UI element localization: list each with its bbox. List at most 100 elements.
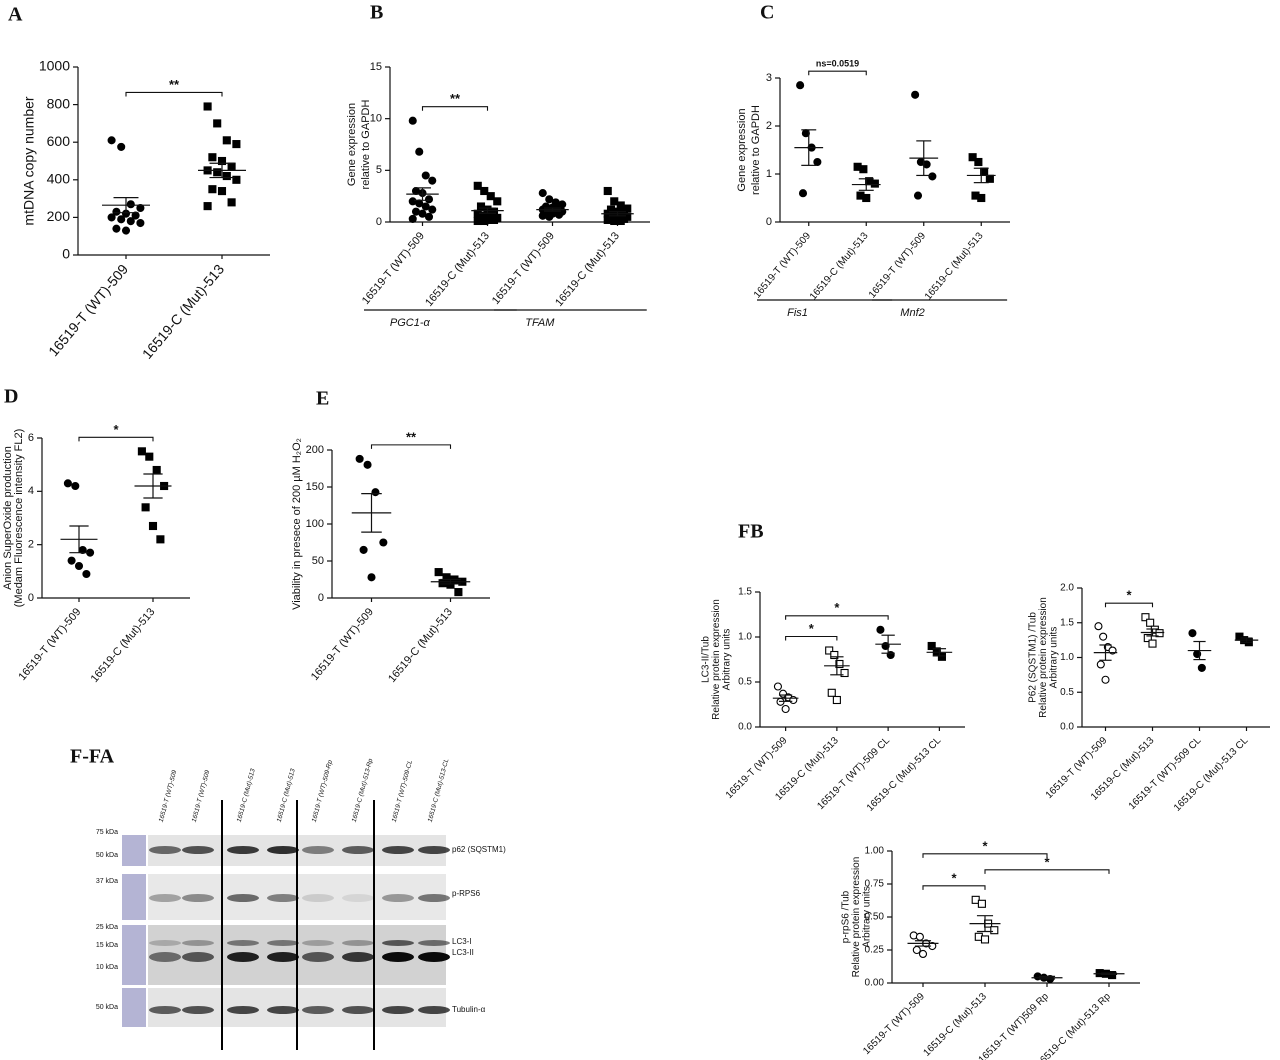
- group-label: TFAM: [525, 317, 555, 329]
- data-point: [203, 202, 212, 211]
- data-point: [141, 503, 150, 512]
- significance-bracket: [785, 615, 889, 620]
- data-point: [107, 136, 116, 145]
- data-point: [937, 652, 946, 661]
- significance-bracket: [984, 869, 1110, 874]
- blot-band: [418, 894, 450, 902]
- data-point: [367, 573, 376, 582]
- x-tick-label: 16519-T (WT)-509: [360, 230, 427, 307]
- y-axis-label: Relative protein expression: [1038, 597, 1049, 718]
- y-tick-label: 0: [62, 246, 70, 262]
- y-tick-label: 6: [28, 432, 34, 444]
- data-point: [222, 171, 231, 181]
- lane-label: 16519-C (Mut)-513-Rp: [351, 758, 375, 823]
- x-tick-label: 16519-T (WT)-509: [861, 991, 927, 1057]
- data-point: [126, 200, 135, 209]
- blot-band: [149, 846, 181, 854]
- y-axis-label: p-rpS6 /Tub: [841, 890, 852, 943]
- blot-band: [418, 952, 450, 962]
- ladder: [122, 925, 146, 985]
- y-tick-label: 2: [28, 539, 34, 551]
- ladder-label: 37 kDa: [96, 878, 118, 885]
- y-tick-label: 1: [766, 168, 772, 180]
- data-point: [74, 561, 84, 571]
- x-tick-label: 16519-C (Mut)-513: [923, 230, 986, 302]
- data-point: [415, 199, 424, 208]
- data-point: [359, 545, 368, 554]
- data-point: [554, 210, 564, 219]
- ladder: [122, 874, 146, 920]
- data-point: [421, 202, 430, 211]
- ladder-label: 50 kDa: [96, 852, 118, 859]
- data-point: [486, 192, 495, 201]
- x-tick-label: 16519-T (WT)-509: [752, 230, 813, 300]
- ladder: [122, 835, 146, 866]
- y-tick-label: 200: [306, 444, 324, 456]
- y-axis-label: Relative protein expression: [851, 857, 862, 978]
- y-tick-label: 0.75: [865, 879, 885, 890]
- y-tick-label: 0: [28, 592, 34, 604]
- x-tick-label: 16519-T (WT)-509: [16, 606, 83, 683]
- ladder-label: 50 kDa: [96, 1004, 118, 1011]
- y-tick-label: 1.0: [1060, 652, 1074, 663]
- y-axis-label: Relative protein expression: [711, 599, 722, 720]
- blot-band: [267, 952, 299, 962]
- band-label: LC3-I: [452, 937, 472, 946]
- data-point: [1146, 618, 1155, 627]
- y-axis-label: Gene expression: [346, 103, 358, 186]
- data-point: [418, 209, 427, 218]
- x-tick-label: 16519-C (Mut)-513: [89, 606, 158, 685]
- significance-bracket: [78, 436, 154, 442]
- y-tick-label: 5: [376, 164, 382, 176]
- data-point: [438, 579, 447, 588]
- data-point: [545, 212, 554, 221]
- data-point: [977, 899, 986, 908]
- blot-band: [302, 952, 334, 962]
- data-point: [136, 203, 145, 213]
- panel-label: A: [8, 4, 23, 26]
- band-label: LC3-II: [452, 948, 474, 957]
- x-tick-label: 16519-C (Mut)-513: [808, 230, 871, 302]
- x-tick-label: 16519-C (Mut)-513: [423, 230, 492, 309]
- y-axis-label: relative to GAPDH: [360, 100, 372, 190]
- group-label: PGC1-α: [390, 317, 431, 329]
- data-point: [227, 162, 236, 171]
- y-axis-label: Arbitrary units: [1049, 627, 1060, 689]
- data-point: [830, 650, 839, 660]
- lane-label: 16519-C (Mut)-513: [276, 768, 297, 823]
- data-point: [424, 212, 434, 221]
- data-point: [213, 119, 222, 128]
- y-axis-label: Arbitrary units: [862, 886, 873, 948]
- data-point: [363, 460, 372, 469]
- data-point: [434, 568, 443, 577]
- y-axis-label: Viability in presece of 200 µM H₂O₂: [291, 438, 303, 610]
- band-label: p62 (SQSTM1): [452, 845, 506, 854]
- data-point: [928, 172, 937, 181]
- data-point: [1148, 639, 1157, 648]
- data-point: [137, 447, 146, 456]
- data-point: [379, 538, 388, 547]
- y-tick-label: 0.50: [865, 912, 885, 923]
- data-point: [227, 198, 236, 207]
- data-point: [1197, 663, 1206, 672]
- lane-label: 16519-T (WT)-509-CL: [391, 759, 414, 823]
- blot-band: [382, 894, 414, 902]
- lane-label: 16519-T (WT)-509-Rp: [311, 759, 334, 823]
- data-point: [616, 216, 625, 226]
- y-tick-label: 10: [370, 113, 382, 125]
- data-point: [355, 454, 364, 463]
- data-point: [932, 647, 941, 656]
- data-point: [876, 625, 885, 634]
- panel-label: D: [4, 386, 18, 408]
- significance-bracket: [1104, 602, 1154, 608]
- significance-label: *: [809, 621, 815, 636]
- significance-label: ns=0.0519: [816, 59, 859, 69]
- data-point: [63, 479, 72, 488]
- data-point: [827, 688, 836, 697]
- ladder-label: 75 kDa: [96, 829, 118, 836]
- y-tick-label: 1.00: [865, 846, 885, 857]
- significance-bracket: [421, 106, 489, 111]
- data-point: [371, 488, 380, 497]
- blot-band: [302, 894, 334, 902]
